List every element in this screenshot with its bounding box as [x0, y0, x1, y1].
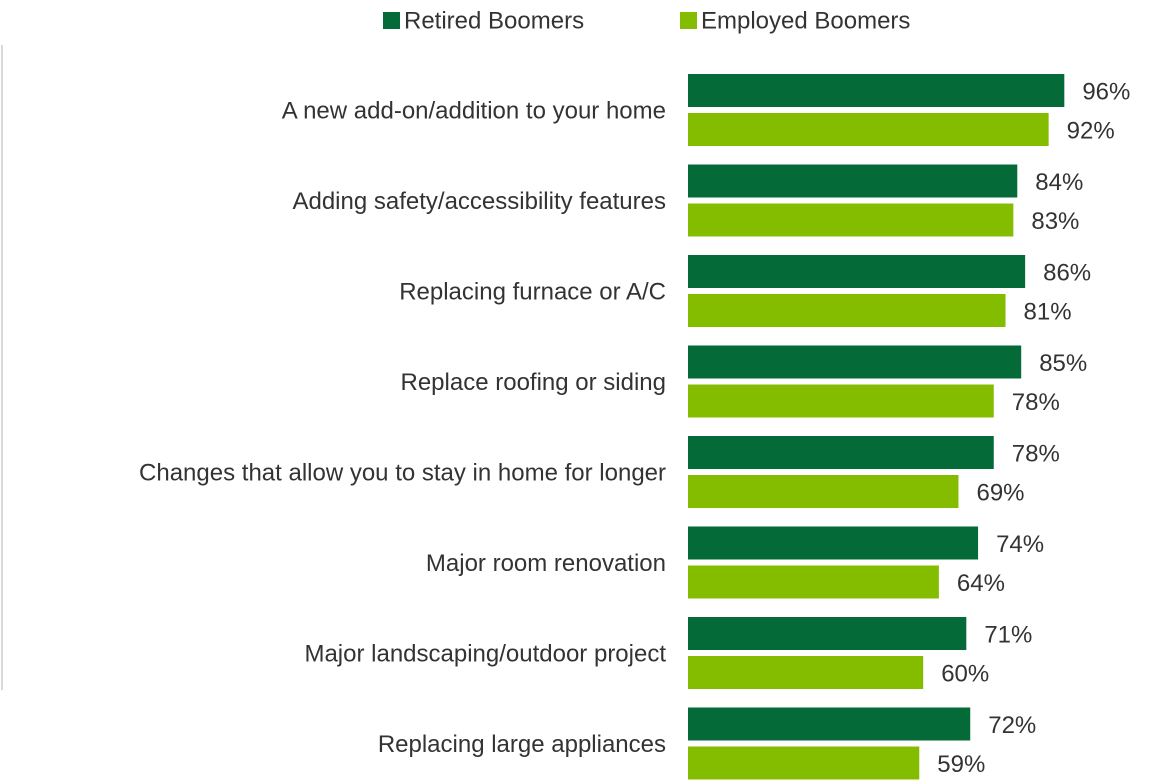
bar: [688, 255, 1026, 288]
value-label: 71%: [984, 621, 1032, 648]
bar: [688, 74, 1065, 107]
value-label: 60%: [941, 660, 989, 687]
value-label: 96%: [1082, 78, 1130, 105]
value-label: 78%: [1012, 389, 1060, 416]
value-label: 86%: [1043, 259, 1091, 286]
category-label: Major landscaping/outdoor project: [304, 640, 666, 667]
category-label: Replace roofing or siding: [401, 369, 667, 396]
bar: [688, 436, 994, 469]
value-label: 69%: [976, 479, 1024, 506]
value-label: 92%: [1067, 117, 1115, 144]
bar: [688, 203, 1014, 237]
legend-swatch: [383, 12, 400, 29]
value-label: 78%: [1012, 440, 1060, 467]
legend-label: Retired Boomers: [404, 7, 584, 34]
value-label: 72%: [988, 712, 1036, 739]
bar: [688, 656, 924, 689]
value-label: 85%: [1039, 350, 1087, 377]
value-label: 81%: [1024, 298, 1072, 325]
bar: [688, 384, 994, 418]
bar: [688, 113, 1049, 146]
bar: [688, 565, 939, 599]
bar: [688, 294, 1006, 327]
bar: [688, 526, 979, 560]
category-label: Replacing large appliances: [378, 731, 666, 758]
value-label: 84%: [1035, 169, 1083, 196]
legend-swatch: [680, 12, 697, 29]
value-label: 59%: [937, 751, 985, 778]
category-label: Adding safety/accessibility features: [292, 188, 666, 215]
bar: [688, 164, 1018, 198]
category-label: Changes that allow you to stay in home f…: [139, 459, 666, 486]
value-label: 74%: [996, 531, 1044, 558]
value-label: 83%: [1031, 208, 1079, 235]
bar: [688, 345, 1022, 379]
category-label: A new add-on/addition to your home: [282, 97, 666, 124]
bar: [688, 475, 959, 508]
category-label: Replacing furnace or A/C: [399, 278, 666, 305]
value-label: 64%: [957, 570, 1005, 597]
bar: [688, 617, 967, 650]
bar: [688, 707, 971, 741]
category-label: Major room renovation: [426, 550, 666, 577]
legend-label: Employed Boomers: [701, 7, 910, 34]
bar: [688, 746, 920, 780]
